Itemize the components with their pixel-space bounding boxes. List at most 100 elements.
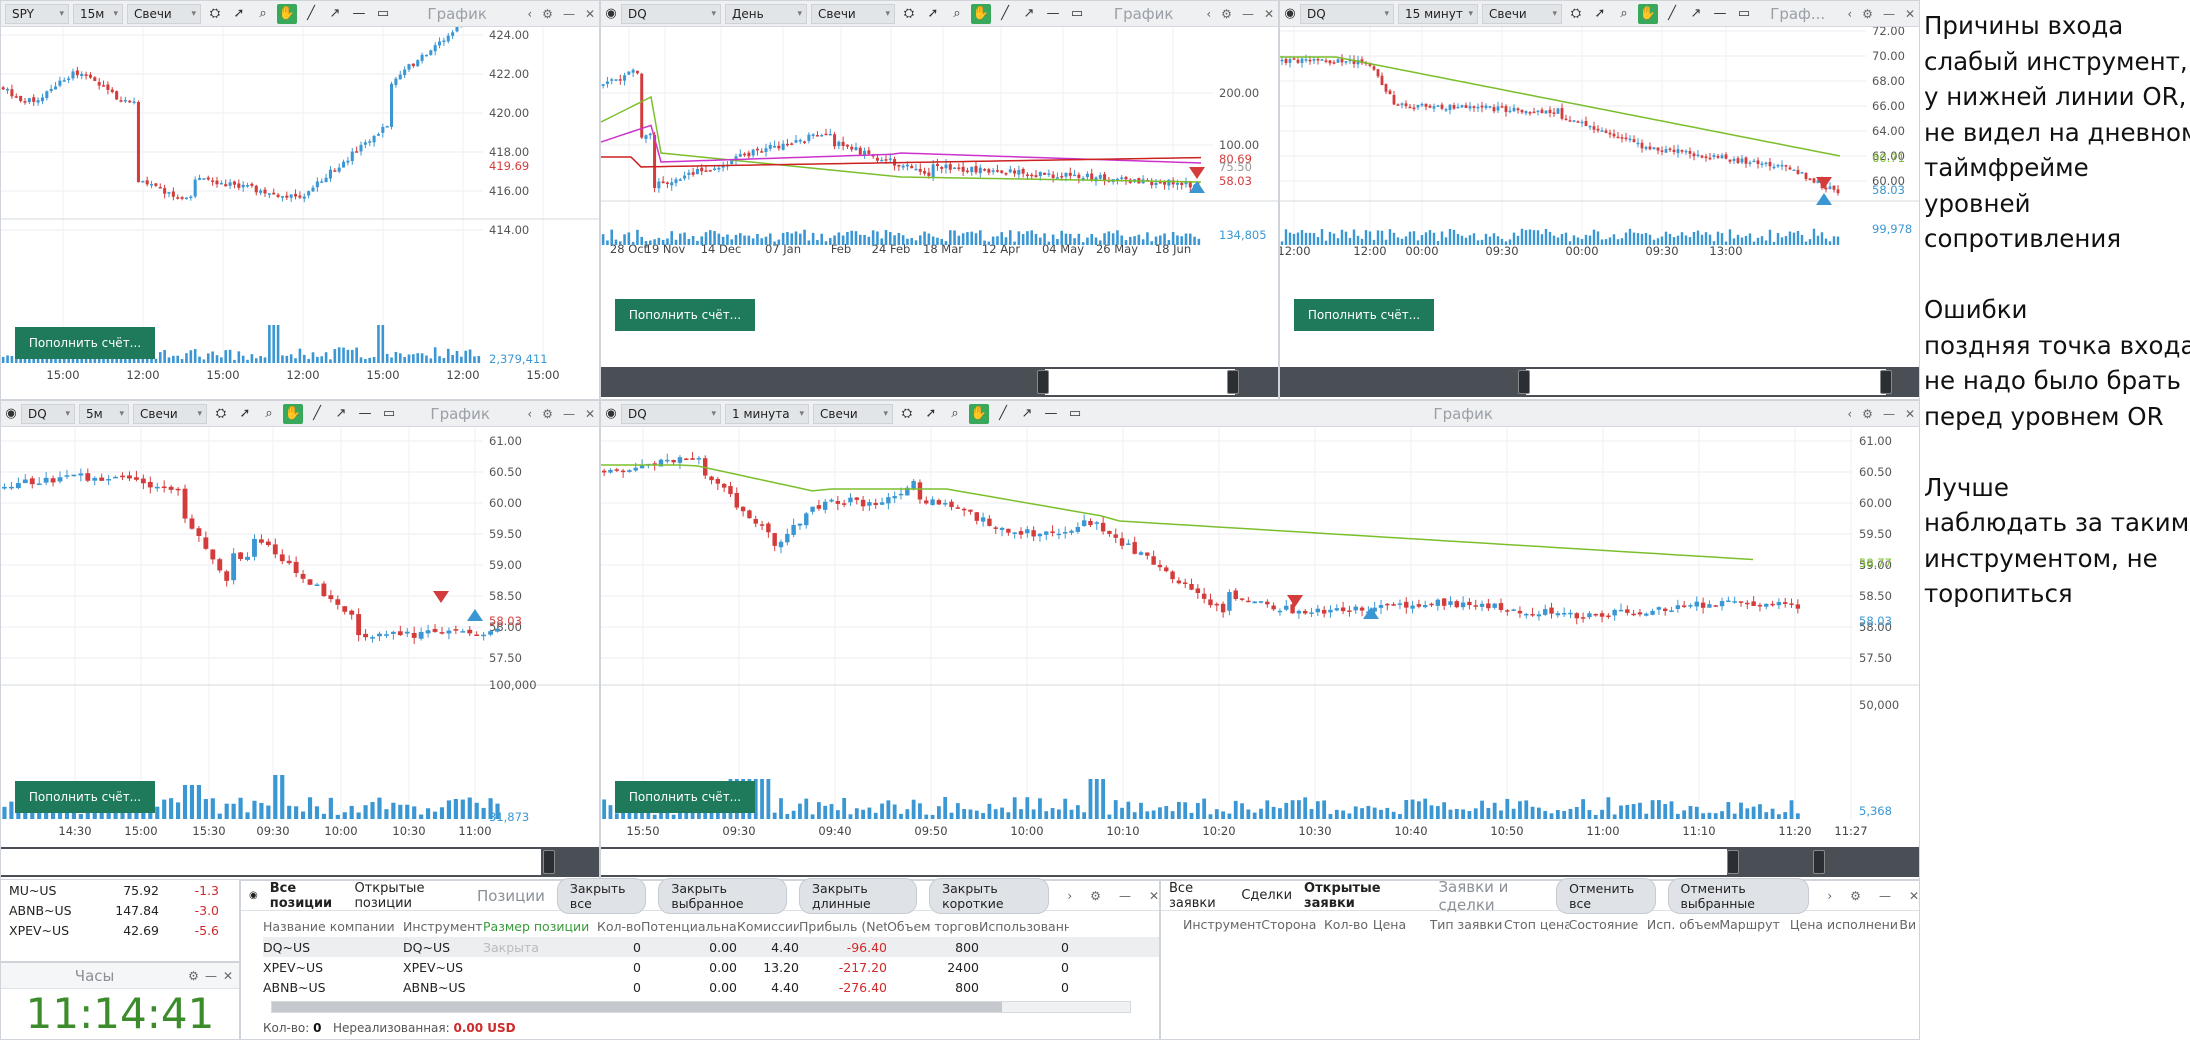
collapse-icon[interactable]: ›: [1067, 888, 1073, 903]
close-icon[interactable]: ✕: [1148, 888, 1159, 903]
symbol-select[interactable]: DQ: [21, 403, 75, 424]
minimize-icon[interactable]: —: [1878, 888, 1891, 903]
column-header[interactable]: Сторона: [1261, 917, 1317, 932]
arrow-icon[interactable]: ↗: [329, 6, 341, 21]
chart-type-select[interactable]: Свечи: [127, 3, 201, 24]
cursor-icon[interactable]: ➚: [1594, 6, 1606, 21]
symbol-select[interactable]: DQ: [621, 403, 721, 424]
deposit-button[interactable]: Пополнить счёт...: [615, 299, 755, 331]
tab-all-orders[interactable]: Все заявки: [1169, 880, 1216, 911]
close-short-button[interactable]: Закрыть короткие: [929, 877, 1050, 914]
minimize-icon[interactable]: —: [1241, 6, 1254, 21]
hline-icon[interactable]: —: [1713, 6, 1727, 21]
minimize-icon[interactable]: —: [1118, 888, 1131, 903]
drawing-tools-icon[interactable]: ⛭: [901, 406, 913, 421]
column-header[interactable]: Кол-во: [596, 918, 641, 934]
gear-icon[interactable]: ⚙: [1090, 888, 1101, 903]
line-icon[interactable]: ╱: [1001, 6, 1009, 21]
gear-icon[interactable]: ⚙: [1862, 406, 1873, 421]
link-icon[interactable]: ◉: [605, 6, 617, 21]
column-header[interactable]: Комиссии: [737, 918, 799, 934]
column-header[interactable]: Название компании: [263, 918, 395, 934]
line-icon[interactable]: ╱: [307, 6, 315, 21]
minimize-icon[interactable]: —: [204, 968, 217, 983]
interval-select[interactable]: 1 минута: [725, 403, 809, 424]
price-chart[interactable]: 61.0060.5060.0059.5059.0058.5058.0057.50…: [601, 427, 1920, 847]
gear-icon[interactable]: ⚙: [542, 6, 553, 21]
collapse-icon[interactable]: ‹: [1847, 406, 1853, 421]
collapse-icon[interactable]: ‹: [527, 6, 533, 21]
price-chart[interactable]: 61.0060.5060.0059.5059.0058.5058.0057.50…: [1, 427, 600, 847]
cancel-selected-button[interactable]: Отменить выбранные: [1667, 877, 1810, 914]
symbol-select[interactable]: SPY: [5, 3, 69, 24]
rect-icon[interactable]: ▭: [382, 406, 396, 421]
close-selected-button[interactable]: Закрыть выбранное: [658, 877, 788, 914]
deposit-button[interactable]: Пополнить счёт...: [615, 781, 755, 813]
column-header[interactable]: Использованна: [979, 918, 1069, 934]
column-header[interactable]: Тип заявки: [1429, 917, 1503, 932]
chart-navigator[interactable]: [601, 367, 1278, 397]
deposit-button[interactable]: Пополнить счёт...: [1294, 299, 1434, 331]
close-icon[interactable]: ✕: [1904, 406, 1915, 421]
close-icon[interactable]: ✕: [1263, 6, 1274, 21]
table-row[interactable]: DQ~US DQ~US Закрыта 0 0.00 4.40 -96.40 800 0: [263, 937, 1159, 957]
column-header[interactable]: Потенциальная: [641, 918, 737, 934]
navigator-handle-left[interactable]: [1727, 850, 1739, 874]
price-chart[interactable]: 424.00422.00420.00418.00416.00414.0015:0…: [1, 27, 600, 400]
close-icon[interactable]: ✕: [222, 968, 233, 983]
zoom-icon[interactable]: ⌕: [951, 406, 959, 421]
column-header[interactable]: Размер позиции ▲: [483, 918, 593, 934]
deposit-button[interactable]: Пополнить счёт...: [15, 327, 155, 359]
close-icon[interactable]: ✕: [1908, 888, 1919, 903]
collapse-icon[interactable]: ‹: [1847, 6, 1853, 21]
column-header[interactable]: Объем торгов: [887, 918, 979, 934]
column-header[interactable]: Инструмент: [403, 918, 483, 934]
close-icon[interactable]: ✕: [584, 406, 595, 421]
drawing-tools-icon[interactable]: ⛭: [1570, 6, 1582, 21]
zoom-icon[interactable]: ⌕: [265, 406, 273, 421]
positions-hscroll[interactable]: [271, 1001, 1131, 1013]
cursor-icon[interactable]: ➚: [233, 6, 245, 21]
column-header[interactable]: Маршрут: [1719, 917, 1780, 932]
rect-icon[interactable]: ▭: [1068, 406, 1082, 421]
close-all-button[interactable]: Закрыть все: [556, 877, 647, 914]
arrow-icon[interactable]: ↗: [1023, 6, 1035, 21]
tab-trades[interactable]: Сделки: [1241, 888, 1293, 903]
cancel-all-button[interactable]: Отменить все: [1556, 877, 1656, 914]
drawing-tools-icon[interactable]: ⛭: [215, 406, 227, 421]
navigator-handle-right[interactable]: [1227, 370, 1239, 394]
column-header[interactable]: Цена исполнения: [1789, 917, 1900, 932]
navigator-handle-left[interactable]: [1518, 370, 1530, 394]
arrow-icon[interactable]: ↗: [1021, 406, 1033, 421]
table-row[interactable]: ABNB~US ABNB~US 0 0.00 4.40 -276.40 800 0: [263, 977, 1159, 997]
chart-type-select[interactable]: Свечи: [811, 3, 895, 24]
column-header[interactable]: Цена: [1372, 917, 1407, 932]
watchlist-row[interactable]: ABNB~US 147.84 -3.0: [1, 900, 239, 920]
rect-icon[interactable]: ▭: [1737, 6, 1751, 21]
minimize-icon[interactable]: —: [1882, 406, 1895, 421]
minimize-icon[interactable]: —: [1882, 6, 1895, 21]
gear-icon[interactable]: ⚙: [188, 968, 199, 983]
hline-icon[interactable]: —: [352, 6, 366, 21]
interval-select[interactable]: 5м: [79, 403, 129, 424]
arrow-icon[interactable]: ↗: [1690, 6, 1702, 21]
column-header[interactable]: Инструмент: [1183, 917, 1262, 932]
column-header[interactable]: Ви: [1899, 917, 1917, 932]
cursor-icon[interactable]: ➚: [925, 406, 937, 421]
collapse-icon[interactable]: ‹: [527, 406, 533, 421]
chart-navigator[interactable]: [601, 847, 1919, 877]
line-icon[interactable]: ╱: [313, 406, 321, 421]
chart-navigator[interactable]: [1, 847, 599, 877]
interval-select[interactable]: 15 минут: [1398, 3, 1478, 24]
column-header[interactable]: Состояние: [1568, 917, 1639, 932]
hline-icon[interactable]: —: [1044, 406, 1058, 421]
cursor-icon[interactable]: ➚: [239, 406, 251, 421]
navigator-handle-right[interactable]: [543, 850, 555, 874]
hand-icon[interactable]: ✋: [969, 403, 989, 424]
hand-icon[interactable]: ✋: [283, 403, 303, 424]
hline-icon[interactable]: —: [358, 406, 372, 421]
gear-icon[interactable]: ⚙: [1862, 6, 1873, 21]
column-header[interactable]: Прибыль (Net): [799, 918, 887, 934]
navigator-handle-right[interactable]: [1813, 850, 1825, 874]
